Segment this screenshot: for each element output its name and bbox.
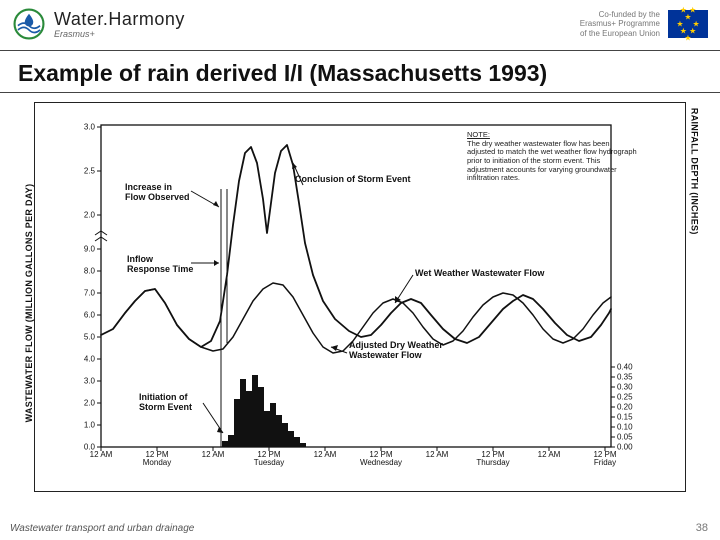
- x-tick: 12 PMThursday: [476, 451, 509, 468]
- y2-tick: 0.20: [617, 403, 647, 412]
- y2-tick: 0.30: [617, 383, 647, 392]
- y1-tick: 9.0: [71, 245, 95, 254]
- annotation-inflow-rt: InflowResponse Time: [127, 255, 193, 275]
- chart-note: NOTE: The dry weather wastewater flow ha…: [467, 131, 637, 183]
- x-tick: 12 AM: [90, 451, 113, 459]
- y2-tick: 0.35: [617, 373, 647, 382]
- annotation-adjusted: Adjusted Dry WeatherWastewater Flow: [349, 341, 443, 361]
- y2-tick: 0.10: [617, 423, 647, 432]
- x-tick: 12 AM: [538, 451, 561, 459]
- x-tick: 12 PMFriday: [593, 451, 616, 468]
- chart-container: WASTEWATER FLOW (MILLION GALLONS PER DAY…: [34, 102, 686, 492]
- note-body: The dry weather wastewater flow has been…: [467, 139, 637, 183]
- eu-text-line: Co-funded by the: [580, 10, 660, 20]
- y2-tick: 0.15: [617, 413, 647, 422]
- y1-tick: 2.0: [71, 399, 95, 408]
- y1-tick: 6.0: [71, 311, 95, 320]
- divider: [0, 92, 720, 93]
- eu-flag-icon: ★ ★ ★★ ★★ ★ ★: [668, 10, 708, 38]
- annotation-initiation: Initiation ofStorm Event: [139, 393, 192, 413]
- brand-subtitle: Erasmus+: [54, 30, 185, 39]
- y-axis-label: WASTEWATER FLOW (MILLION GALLONS PER DAY…: [24, 184, 34, 423]
- y2-axis-label: RAINFALL DEPTH (INCHES): [690, 108, 700, 235]
- x-tick: 12 AM: [314, 451, 337, 459]
- water-harmony-icon: [12, 7, 46, 41]
- brand-title: Water.Harmony: [54, 10, 185, 28]
- page-title: Example of rain derived I/I (Massachuset…: [18, 60, 547, 87]
- divider: [0, 50, 720, 51]
- eu-funding: Co-funded by the Erasmus+ Programme of t…: [580, 10, 708, 39]
- x-tick: 12 PMTuesday: [254, 451, 284, 468]
- y1-tick: 5.0: [71, 333, 95, 342]
- y2-tick: 0.05: [617, 433, 647, 442]
- y1-tick: 8.0: [71, 267, 95, 276]
- y1-tick: 3.0: [71, 377, 95, 386]
- y1-tick: 2.0: [71, 211, 95, 220]
- y1-tick: 3.0: [71, 123, 95, 132]
- x-tick: 12 PMMonday: [143, 451, 171, 468]
- x-tick: 12 AM: [202, 451, 225, 459]
- annotation-wet: Wet Weather Wastewater Flow: [415, 269, 544, 279]
- annotation-conclusion: Conclusion of Storm Event: [295, 175, 411, 185]
- y1-tick: 7.0: [71, 289, 95, 298]
- y1-tick: 2.5: [71, 167, 95, 176]
- y2-tick: 0.40: [617, 363, 647, 372]
- y1-tick: 4.0: [71, 355, 95, 364]
- x-tick: 12 PMWednesday: [360, 451, 402, 468]
- footer-text: Wastewater transport and urban drainage: [10, 523, 194, 534]
- y2-tick: 0.00: [617, 443, 647, 452]
- y2-tick: 0.25: [617, 393, 647, 402]
- brand: Water.Harmony Erasmus+: [12, 7, 185, 41]
- eu-text-line: of the European Union: [580, 29, 660, 39]
- annotation-increase: Increase inFlow Observed: [125, 183, 190, 203]
- x-tick: 12 AM: [426, 451, 449, 459]
- y1-tick: 1.0: [71, 421, 95, 430]
- page-number: 38: [696, 522, 708, 534]
- eu-text-line: Erasmus+ Programme: [580, 19, 660, 29]
